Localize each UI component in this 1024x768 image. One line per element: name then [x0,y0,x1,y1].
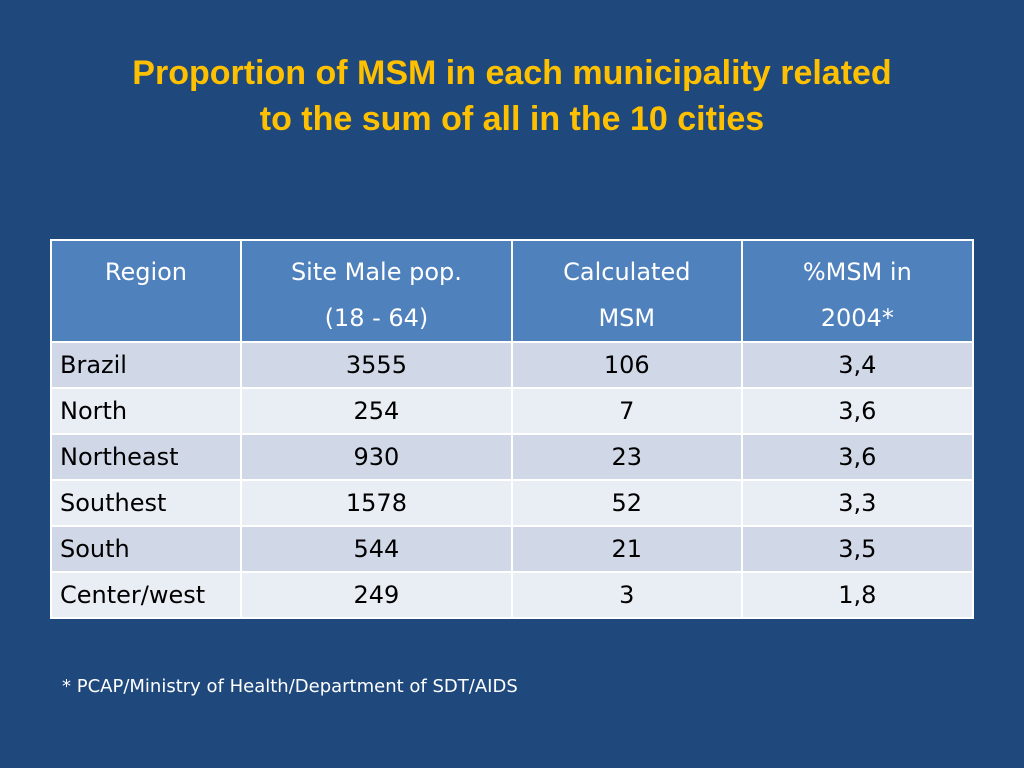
table-row: Center/west 249 3 1,8 [50,571,975,619]
msm-table: Region Site Male pop. (18 - 64) Calculat… [50,239,975,619]
cell-male-pop: 930 [239,433,513,481]
footnote: * PCAP/Ministry of Health/Department of … [62,676,518,697]
table-row: Southest 1578 52 3,3 [50,479,975,527]
cell-msm-percent: 3,6 [740,433,975,481]
table-row: South 544 21 3,5 [50,525,975,573]
header-site-male-pop: Site Male pop. (18 - 64) [239,239,513,343]
cell-calculated-msm: 7 [510,387,743,435]
cell-region: North [50,387,242,435]
cell-calculated-msm: 3 [510,571,743,619]
cell-calculated-msm: 21 [510,525,743,573]
table-row: Brazil 3555 106 3,4 [50,341,975,389]
cell-male-pop: 249 [239,571,513,619]
cell-calculated-msm: 106 [510,341,743,389]
header-msm-percent: %MSM in 2004* [740,239,975,343]
cell-region: Southest [50,479,242,527]
cell-region: Brazil [50,341,242,389]
table-row: Northeast 930 23 3,6 [50,433,975,481]
cell-msm-percent: 3,3 [740,479,975,527]
cell-msm-percent: 3,6 [740,387,975,435]
cell-region: Northeast [50,433,242,481]
cell-male-pop: 544 [239,525,513,573]
title-line-1: Proportion of MSM in each municipality r… [132,54,892,92]
cell-msm-percent: 3,5 [740,525,975,573]
table-row: North 254 7 3,6 [50,387,975,435]
cell-male-pop: 1578 [239,479,513,527]
cell-male-pop: 254 [239,387,513,435]
cell-region: South [50,525,242,573]
header-region: Region [50,239,242,343]
cell-msm-percent: 1,8 [740,571,975,619]
cell-msm-percent: 3,4 [740,341,975,389]
cell-region: Center/west [50,571,242,619]
header-calculated-msm: Calculated MSM [510,239,743,343]
slide-title: Proportion of MSM in each municipality r… [40,50,984,142]
title-line-2: to the sum of all in the 10 cities [259,100,765,138]
cell-calculated-msm: 52 [510,479,743,527]
cell-male-pop: 3555 [239,341,513,389]
table-header-row: Region Site Male pop. (18 - 64) Calculat… [50,239,975,343]
cell-calculated-msm: 23 [510,433,743,481]
